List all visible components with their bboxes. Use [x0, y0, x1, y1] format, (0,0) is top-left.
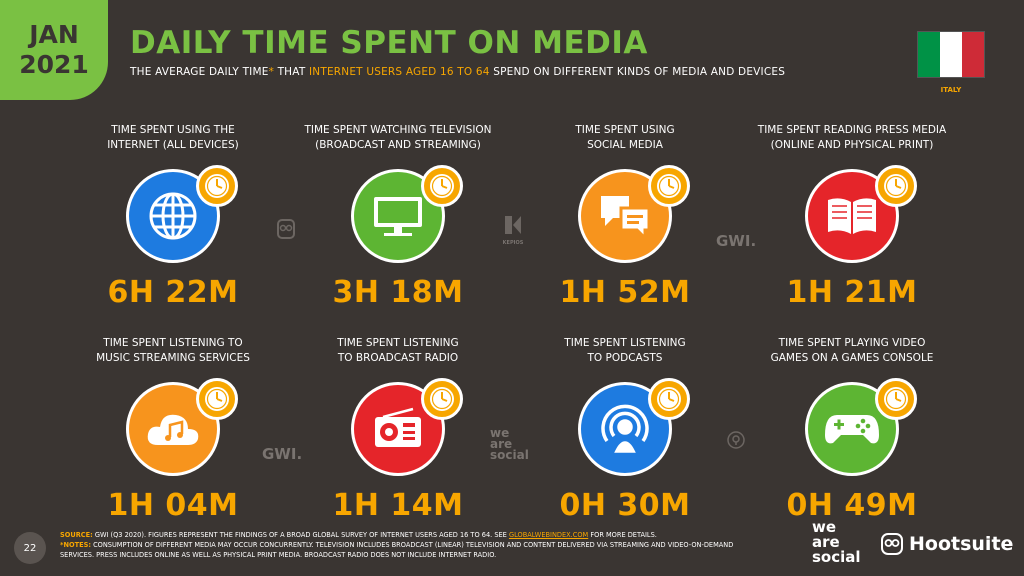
logo-we: we	[812, 518, 837, 536]
subtitle-highlight: INTERNET USERS AGED 16 TO 64	[309, 66, 490, 78]
owl-watermark-icon	[276, 218, 296, 244]
source-text: GWI (Q3 2020). FIGURES REPRESENT THE FIN…	[92, 531, 509, 539]
kepios-text: KEPIOS	[502, 240, 524, 246]
card-value: 0H 30M	[559, 488, 691, 523]
logo-are: are	[812, 533, 840, 551]
card-value: 3H 18M	[332, 275, 464, 310]
subtitle-star: *	[268, 66, 275, 78]
clock-icon	[648, 378, 690, 420]
footer-notes: SOURCE: GWI (Q3 2020). FIGURES REPRESENT…	[60, 530, 760, 560]
card-label-line2: INTERNET (ALL DEVICES)	[107, 139, 239, 151]
hootsuite-logo: Hootsuite	[880, 532, 1013, 556]
subtitle-part-b: THAT	[274, 66, 309, 78]
gwi-watermark-2: GWI.	[262, 445, 303, 463]
clock-icon	[421, 378, 463, 420]
chat-bubbles-icon	[578, 169, 672, 263]
card-label-line1: TIME SPENT LISTENING TO	[103, 337, 243, 349]
watermark-are: are	[490, 437, 513, 451]
owl-icon	[881, 533, 903, 555]
card-label-line2: MUSIC STREAMING SERVICES	[96, 352, 250, 364]
card-label: TIME SPENT LISTENING TO MUSIC STREAMING S…	[58, 336, 288, 368]
card-label: TIME SPENT USING THE INTERNET (ALL DEVICE…	[58, 123, 288, 155]
date-badge: JAN 2021	[0, 0, 108, 100]
we-are-social-watermark: we are social	[490, 426, 529, 462]
card-icon-wrap	[351, 378, 463, 476]
media-card: TIME SPENT USING THE INTERNET (ALL DEVICE…	[58, 123, 288, 310]
source-link[interactable]: GLOBALWEBINDEX.COM	[508, 531, 589, 539]
subtitle-part-c: SPEND ON DIFFERENT KINDS OF MEDIA AND DE…	[489, 66, 786, 78]
media-card: TIME SPENT WATCHING TELEVISION (BROADCAST…	[283, 123, 513, 310]
card-label-line1: TIME SPENT USING THE	[111, 124, 235, 136]
card-label: TIME SPENT READING PRESS MEDIA (ONLINE AN…	[737, 123, 967, 155]
card-value: 1H 21M	[786, 275, 918, 310]
card-label-line2: (BROADCAST AND STREAMING)	[315, 139, 481, 151]
card-label-line1: TIME SPENT LISTENING	[337, 337, 459, 349]
media-card: TIME SPENT READING PRESS MEDIA (ONLINE AN…	[737, 123, 967, 310]
card-icon-wrap	[578, 165, 690, 263]
card-label: TIME SPENT LISTENING TO BROADCAST RADIO	[283, 336, 513, 368]
clock-icon	[196, 165, 238, 207]
card-label-line1: TIME SPENT WATCHING TELEVISION	[304, 124, 492, 136]
clock-icon	[875, 378, 917, 420]
notes-text: CONSUMPTION OF DIFFERENT MEDIA MAY OCCUR…	[60, 541, 734, 559]
lightbulb-watermark-icon	[726, 430, 746, 454]
source-tail: FOR MORE DETAILS.	[588, 531, 657, 539]
page-subtitle: THE AVERAGE DAILY TIME* THAT INTERNET US…	[130, 66, 785, 78]
card-label: TIME SPENT LISTENING TO PODCASTS	[510, 336, 740, 368]
watermark-we: we	[490, 426, 510, 440]
card-value: 1H 04M	[107, 488, 239, 523]
media-card: TIME SPENT LISTENING TO BROADCAST RADIO 1H…	[283, 336, 513, 523]
country-label: ITALY	[940, 86, 962, 94]
we-are-social-logo: we are social	[812, 520, 861, 565]
italy-flag-icon	[917, 31, 985, 78]
media-card: TIME SPENT USING SOCIAL MEDIA 1H 52M	[510, 123, 740, 310]
clock-icon	[196, 378, 238, 420]
card-label-line2: TO BROADCAST RADIO	[337, 352, 459, 364]
source-label: SOURCE:	[60, 531, 93, 539]
logo-social: social	[812, 548, 861, 566]
card-value: 1H 14M	[332, 488, 464, 523]
card-label-line1: TIME SPENT USING	[575, 124, 675, 136]
badge-year: 2021	[19, 50, 89, 79]
card-icon-wrap	[805, 378, 917, 476]
card-label-line1: TIME SPENT LISTENING	[564, 337, 686, 349]
card-icon-wrap	[578, 378, 690, 476]
notes-label: *NOTES:	[60, 541, 91, 549]
card-value: 0H 49M	[786, 488, 918, 523]
card-label-line2: TO PODCASTS	[587, 352, 663, 364]
card-label: TIME SPENT PLAYING VIDEO GAMES ON A GAMES…	[737, 336, 967, 368]
clock-icon	[648, 165, 690, 207]
card-label-line2: SOCIAL MEDIA	[587, 139, 663, 151]
card-label-line1: TIME SPENT READING PRESS MEDIA	[757, 124, 947, 136]
television-icon	[351, 169, 445, 263]
badge-month: JAN	[29, 20, 79, 49]
card-label-line1: TIME SPENT PLAYING VIDEO	[778, 337, 926, 349]
subtitle-part-a: THE AVERAGE DAILY TIME	[130, 66, 269, 78]
card-icon-wrap	[805, 165, 917, 263]
gwi-watermark: GWI.	[716, 232, 757, 250]
card-label-line2: GAMES ON A GAMES CONSOLE	[770, 352, 934, 364]
card-value: 1H 52M	[559, 275, 691, 310]
hootsuite-text: Hootsuite	[909, 533, 1014, 555]
media-card: TIME SPENT PLAYING VIDEO GAMES ON A GAMES…	[737, 336, 967, 523]
card-label: TIME SPENT USING SOCIAL MEDIA	[510, 123, 740, 155]
card-icon-wrap	[126, 165, 238, 263]
card-label: TIME SPENT WATCHING TELEVISION (BROADCAST…	[283, 123, 513, 155]
card-value: 6H 22M	[107, 275, 239, 310]
page-title: DAILY TIME SPENT ON MEDIA	[130, 25, 648, 61]
card-icon-wrap	[126, 378, 238, 476]
clock-icon	[875, 165, 917, 207]
media-card: TIME SPENT LISTENING TO PODCASTS 0H 30M	[510, 336, 740, 523]
media-card: TIME SPENT LISTENING TO MUSIC STREAMING S…	[58, 336, 288, 523]
page-number: 22	[14, 532, 46, 564]
watermark-social: social	[490, 448, 529, 462]
card-icon-wrap	[351, 165, 463, 263]
kepios-watermark: KEPIOS	[498, 214, 528, 246]
clock-icon	[421, 165, 463, 207]
card-label-line2: (ONLINE AND PHYSICAL PRINT)	[770, 139, 934, 151]
